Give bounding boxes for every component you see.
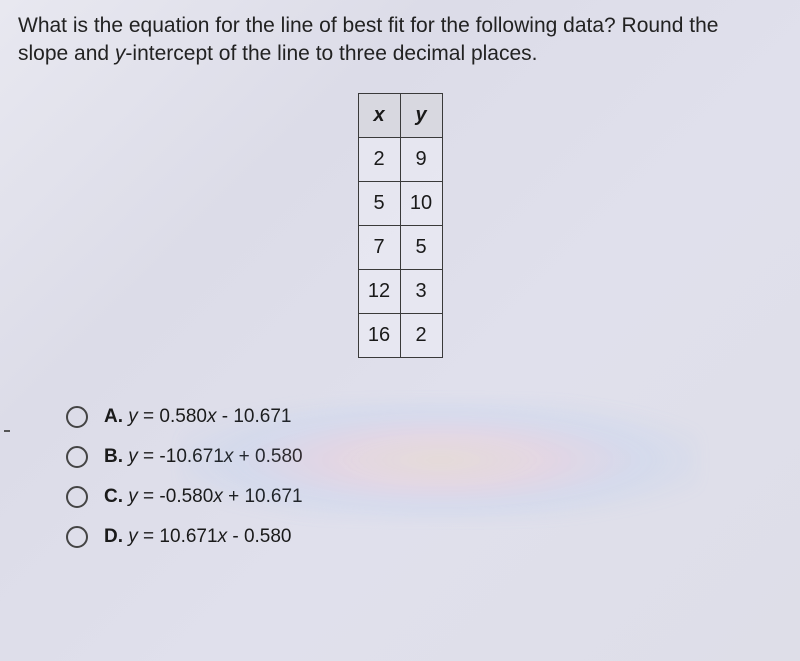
option-equation: y = -10.671x + 0.580: [128, 446, 302, 467]
data-table-container: x y 2 9 5 10 7 5 12 3 16 2: [18, 93, 782, 358]
cell-y: 10: [400, 181, 442, 225]
question-line2-suffix: -intercept of the line to three decimal …: [125, 42, 537, 65]
radio-icon[interactable]: [66, 526, 88, 548]
question-text: What is the equation for the line of bes…: [18, 12, 782, 69]
cell-y: 2: [400, 313, 442, 357]
radio-icon[interactable]: [66, 406, 88, 428]
option-letter: D.: [104, 526, 123, 547]
option-d[interactable]: D. y = 10.671x - 0.580: [66, 526, 782, 548]
option-letter: A.: [104, 406, 123, 427]
option-equation: y = -0.580x + 10.671: [128, 486, 302, 507]
cell-x: 2: [358, 137, 400, 181]
option-letter: B.: [104, 446, 123, 467]
answer-options: A. y = 0.580x - 10.671 B. y = -10.671x +…: [66, 406, 782, 548]
option-label: C. y = -0.580x + 10.671: [104, 486, 303, 508]
option-label: B. y = -10.671x + 0.580: [104, 446, 303, 468]
left-margin-tick: [4, 430, 10, 432]
col-header-x: x: [358, 93, 400, 137]
cell-y: 5: [400, 225, 442, 269]
question-var-y: y: [115, 42, 126, 65]
cell-x: 5: [358, 181, 400, 225]
data-table: x y 2 9 5 10 7 5 12 3 16 2: [358, 93, 443, 358]
table-row: 7 5: [358, 225, 442, 269]
question-line2-prefix: slope and: [18, 42, 115, 65]
table-row: 16 2: [358, 313, 442, 357]
option-b[interactable]: B. y = -10.671x + 0.580: [66, 446, 782, 468]
option-equation: y = 0.580x - 10.671: [128, 406, 291, 427]
option-a[interactable]: A. y = 0.580x - 10.671: [66, 406, 782, 428]
radio-icon[interactable]: [66, 446, 88, 468]
option-letter: C.: [104, 486, 123, 507]
option-equation: y = 10.671x - 0.580: [128, 526, 291, 547]
cell-x: 12: [358, 269, 400, 313]
table-row: 12 3: [358, 269, 442, 313]
cell-y: 9: [400, 137, 442, 181]
table-row: 2 9: [358, 137, 442, 181]
option-label: A. y = 0.580x - 10.671: [104, 406, 291, 428]
option-label: D. y = 10.671x - 0.580: [104, 526, 292, 548]
cell-x: 16: [358, 313, 400, 357]
col-header-y: y: [400, 93, 442, 137]
question-line1: What is the equation for the line of bes…: [18, 14, 718, 37]
table-header-row: x y: [358, 93, 442, 137]
cell-y: 3: [400, 269, 442, 313]
cell-x: 7: [358, 225, 400, 269]
radio-icon[interactable]: [66, 486, 88, 508]
option-c[interactable]: C. y = -0.580x + 10.671: [66, 486, 782, 508]
table-row: 5 10: [358, 181, 442, 225]
